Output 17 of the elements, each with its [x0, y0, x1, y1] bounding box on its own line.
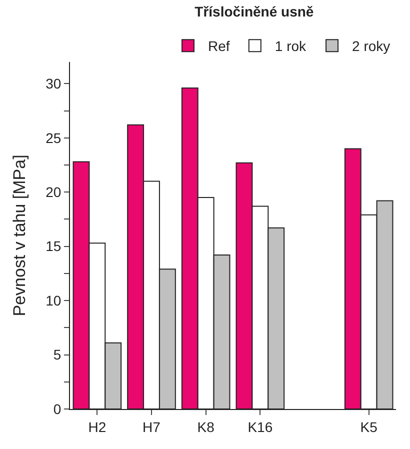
y-axis-title: Pevnost v tahu [MPa] — [10, 154, 30, 316]
y-tick-label: 30 — [46, 76, 62, 92]
x-tick-label: K16 — [248, 418, 273, 435]
y-tick-label: 15 — [46, 238, 62, 254]
x-tick-label: H7 — [142, 418, 161, 435]
legend-label: 2 roky — [352, 38, 390, 54]
x-tick-label: H2 — [88, 418, 106, 435]
chart-title: Třísločiněné usně — [194, 4, 314, 20]
x-tick-label: K8 — [197, 418, 215, 435]
y-tick-label: 10 — [46, 292, 62, 308]
y-tick-label: 5 — [53, 346, 62, 363]
x-tick-label: K5 — [360, 418, 378, 435]
y-tick-label: 25 — [46, 130, 62, 146]
y-tick-label: 20 — [46, 184, 62, 200]
legend-label: Ref — [208, 38, 230, 54]
y-tick-label: 0 — [53, 400, 62, 417]
legend-label: 1 rok — [274, 38, 308, 54]
